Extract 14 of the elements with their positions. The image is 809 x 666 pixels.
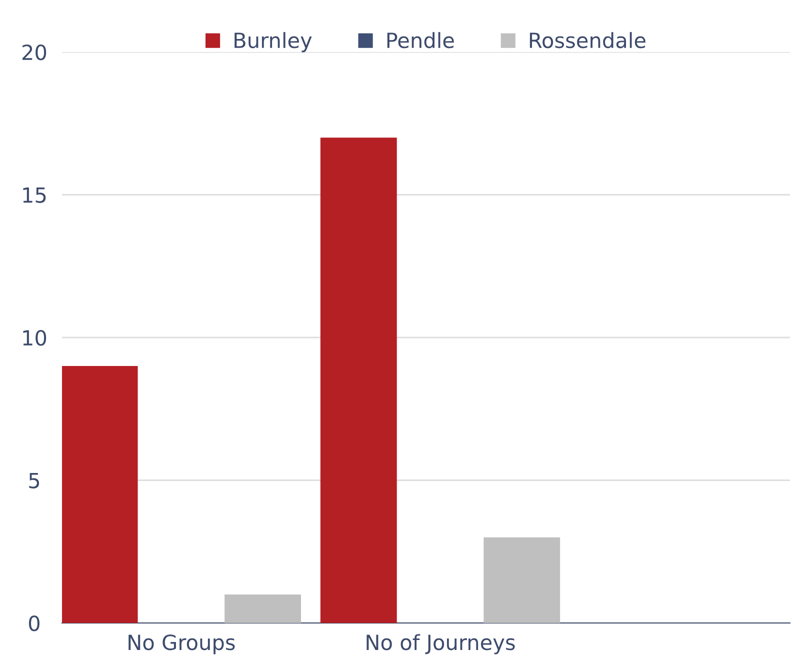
bar <box>320 138 397 623</box>
bar <box>62 366 138 623</box>
bar <box>484 537 560 623</box>
y-tick-label: 10 <box>23 330 46 346</box>
bar <box>224 594 301 623</box>
x-tick-label: No Groups <box>128 634 235 654</box>
y-tick-label: 20 <box>22 44 46 60</box>
legend-label: Rossendale <box>530 32 646 48</box>
y-tick-label: 15 <box>23 187 46 203</box>
x-tick-label: No of Journeys <box>366 634 515 654</box>
legend-label: Pendle <box>387 32 454 48</box>
y-tick-label: 0 <box>28 615 40 632</box>
legend-label: Burnley <box>234 32 312 52</box>
y-tick-label: 5 <box>29 472 40 488</box>
